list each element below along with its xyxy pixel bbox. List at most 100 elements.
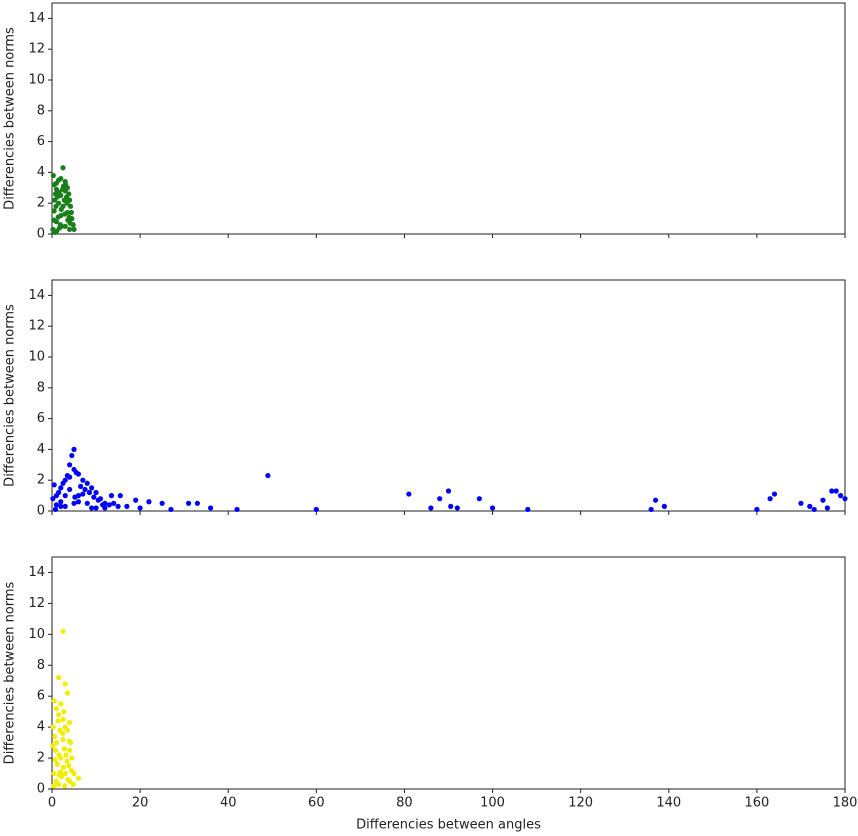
scatter-point xyxy=(824,505,830,511)
scatter-point xyxy=(53,502,60,508)
scatter-point xyxy=(67,719,73,726)
y-tick-label: 4 xyxy=(37,720,45,735)
scatter-point xyxy=(829,488,835,494)
scatter-point xyxy=(53,705,60,712)
scatter-point xyxy=(50,743,56,749)
scatter-point xyxy=(62,783,68,789)
scatter-point xyxy=(448,503,454,509)
scatter-point xyxy=(60,736,66,743)
y-tick-label: 4 xyxy=(37,165,45,180)
y-tick-label: 4 xyxy=(37,442,45,457)
scatter-point xyxy=(58,206,64,212)
scatter-point xyxy=(51,698,57,704)
scatter-point xyxy=(64,690,71,696)
plot-frame xyxy=(51,556,846,790)
scatter-point xyxy=(84,500,90,506)
x-tick-label: 80 xyxy=(396,796,413,811)
scatter-point xyxy=(68,209,74,216)
scatter-point xyxy=(63,752,69,758)
scatter-point xyxy=(71,226,77,232)
x-tick-label: 120 xyxy=(568,796,593,811)
scatter-point xyxy=(53,203,59,209)
scatter-point xyxy=(66,738,72,744)
x-tick-label: 180 xyxy=(833,796,858,811)
scatter-point xyxy=(525,506,531,513)
scatter-point xyxy=(798,500,804,506)
scatter-point xyxy=(661,503,667,509)
x-tick-label: 20 xyxy=(132,796,149,811)
scatter-point xyxy=(51,208,57,214)
scatter-point xyxy=(437,496,443,502)
scatter-point xyxy=(56,225,63,231)
plot-frame xyxy=(51,279,846,512)
scatter-point xyxy=(648,506,654,513)
scatter-point xyxy=(406,491,412,497)
scatter-point xyxy=(65,777,71,783)
scatter-point xyxy=(124,503,130,509)
scatter-point xyxy=(75,775,82,781)
scatter-point xyxy=(807,503,813,509)
scatter-point xyxy=(52,757,58,763)
scatter-point xyxy=(59,730,66,736)
scatter-point xyxy=(54,761,60,767)
scatter-point xyxy=(208,505,214,511)
scatter-point xyxy=(102,505,108,511)
scatter-point xyxy=(69,755,75,761)
x-tick-label: 40 xyxy=(220,796,237,811)
scatter-point xyxy=(61,746,67,752)
scatter-point xyxy=(70,781,76,787)
scatter-point xyxy=(71,500,77,506)
scatter-point xyxy=(489,505,496,511)
scatter-point xyxy=(91,494,97,500)
scatter-point xyxy=(133,497,139,503)
scatter-point xyxy=(68,767,74,774)
scatter-point xyxy=(67,203,74,209)
scatter-point xyxy=(811,506,817,513)
scatter-point xyxy=(80,491,86,497)
scatter-point xyxy=(67,226,73,232)
scatter-point xyxy=(67,462,73,468)
scatter-point xyxy=(67,486,73,493)
scatter-point xyxy=(61,709,67,715)
scatter-point xyxy=(146,499,152,505)
scatter-point xyxy=(53,180,60,186)
scatter-point xyxy=(820,497,826,503)
scatter-point xyxy=(56,752,62,758)
scatter-point xyxy=(117,493,123,499)
y-tick-label: 2 xyxy=(37,751,45,766)
scatter-point xyxy=(69,452,75,459)
scatter-point xyxy=(51,482,57,488)
y-tick-label: 10 xyxy=(28,73,45,88)
y-tick-label: 8 xyxy=(37,380,45,395)
scatter-point xyxy=(56,189,62,196)
y-tick-label: 14 xyxy=(28,11,45,26)
scatter-point xyxy=(60,628,66,634)
scatter-point xyxy=(50,172,56,179)
scatter-point xyxy=(52,733,58,740)
scatter-point xyxy=(58,701,64,707)
y-tick-label: 6 xyxy=(37,689,45,704)
scatter-point xyxy=(56,489,62,496)
y-tick-label: 8 xyxy=(37,658,45,673)
y-tick-label: 12 xyxy=(28,596,45,611)
y-tick-label: 0 xyxy=(37,782,45,797)
scatter-point xyxy=(771,491,778,497)
x-tick-label: 140 xyxy=(656,796,681,811)
scatter-point xyxy=(313,506,319,513)
scatter-point xyxy=(86,489,93,496)
scatter-point xyxy=(72,494,78,500)
scatter-point xyxy=(58,485,64,491)
scatter-point xyxy=(754,506,760,513)
scatter-point xyxy=(137,505,143,511)
x-tick-label: 100 xyxy=(480,796,505,811)
scatter-point xyxy=(71,446,77,452)
x-tick-label: 160 xyxy=(744,796,769,811)
y-tick-label: 6 xyxy=(37,134,45,149)
scatter-point xyxy=(62,211,68,217)
y-tick-label: 12 xyxy=(28,42,45,57)
y-tick-label: 14 xyxy=(28,565,45,580)
scatter-point xyxy=(115,503,121,509)
scatter-point xyxy=(445,488,452,494)
scatter-point xyxy=(52,229,58,236)
scatter-point xyxy=(66,763,72,769)
